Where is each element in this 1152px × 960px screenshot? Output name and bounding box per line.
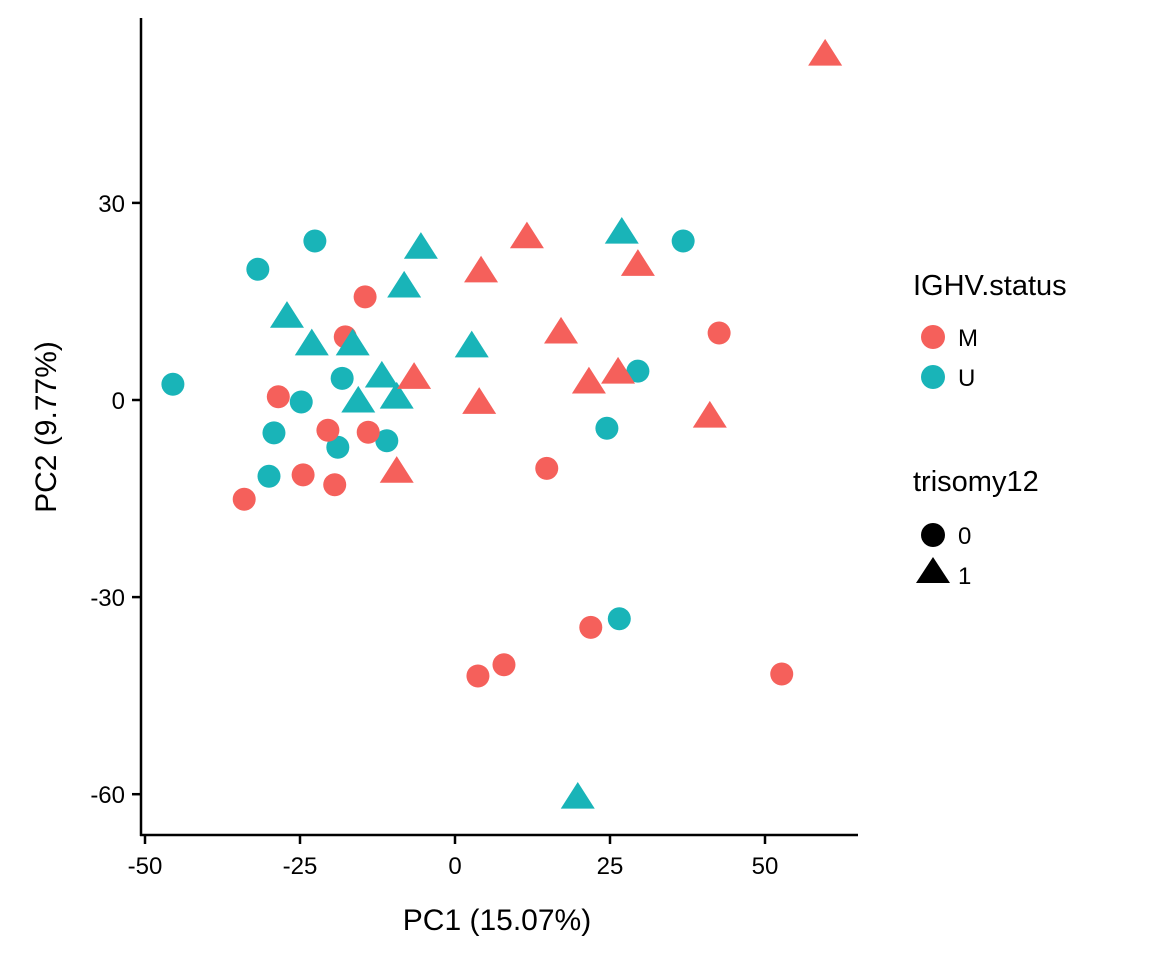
x-tick-label: 0 [448, 853, 461, 880]
y-tick-label: 30 [98, 191, 125, 218]
legend-label-0: 0 [958, 523, 971, 550]
data-point-u-circle [326, 435, 350, 459]
data-point-m-circle [579, 615, 603, 639]
data-point-m-triangle [544, 316, 579, 344]
data-point-m-circle [707, 321, 731, 345]
legend-key-triangle [916, 557, 950, 583]
data-point-u-triangle [604, 216, 639, 244]
data-point-u-circle [626, 359, 650, 383]
data-point-m-circle [356, 420, 380, 444]
data-point-m-circle [291, 463, 315, 487]
data-point-u-triangle [364, 360, 399, 388]
data-point-m-triangle [464, 255, 499, 283]
y-tick-label: 0 [112, 388, 125, 415]
points-layer [161, 38, 843, 809]
data-point-m-triangle [397, 362, 432, 389]
data-point-u-triangle [379, 381, 414, 409]
y-tick-label: -30 [90, 585, 125, 612]
x-tick-label: -50 [128, 853, 163, 880]
axes-layer: -50 -25 0 25 50 30 0 -30 -60 PC1 (15.07%) PC2 (… [30, 18, 858, 937]
data-point-u-triangle [269, 301, 304, 328]
data-point-u-circle [161, 372, 185, 396]
data-point-m-triangle [692, 400, 727, 428]
data-point-u-triangle [335, 328, 370, 356]
data-point-m-triangle [620, 249, 655, 276]
x-axis-title: PC1 (15.07%) [403, 904, 591, 937]
data-point-m-circle [770, 662, 794, 686]
data-point-m-triangle [571, 366, 606, 394]
data-point-u-circle [246, 257, 270, 281]
data-point-u-circle [607, 607, 631, 631]
data-point-u-triangle [294, 328, 329, 356]
data-point-u-triangle [341, 385, 376, 413]
data-point-m-triangle [462, 387, 497, 414]
data-point-m-triangle [379, 456, 414, 483]
legend-label-1: 1 [958, 563, 971, 590]
x-ticks: -50 -25 0 25 50 [128, 836, 779, 880]
data-point-m-circle [266, 385, 290, 409]
data-point-m-circle [323, 473, 347, 497]
legend-label-u: U [958, 365, 975, 392]
data-point-u-circle [375, 429, 399, 453]
data-point-m-circle [535, 456, 559, 480]
data-point-u-triangle [560, 781, 595, 809]
x-tick-label: 50 [752, 853, 779, 880]
data-point-m-circle [466, 664, 490, 688]
y-ticks: 30 0 -30 -60 [90, 191, 140, 809]
legend-title-ighv-status: IGHV.status [913, 270, 1067, 302]
data-point-m-triangle [808, 38, 843, 66]
data-point-m-circle [232, 487, 256, 511]
data-point-u-triangle [387, 270, 422, 298]
data-point-m-triangle [509, 221, 544, 249]
y-tick-label: -60 [90, 782, 125, 809]
x-tick-label: -25 [283, 853, 318, 880]
legend: IGHV.status M U trisomy12 0 1 [913, 270, 1067, 590]
data-point-u-circle [595, 416, 619, 440]
data-point-u-circle [303, 229, 327, 253]
data-point-m-triangle [601, 356, 636, 384]
data-point-u-circle [257, 464, 281, 488]
data-point-u-circle [262, 421, 286, 445]
data-point-u-triangle [403, 232, 438, 259]
legend-key-u [921, 365, 945, 389]
data-point-u-circle [330, 366, 354, 390]
legend-key-m [921, 325, 945, 349]
data-point-m-circle [353, 285, 377, 309]
data-point-m-circle [492, 653, 516, 677]
y-axis-title: PC2 (9.77%) [30, 341, 63, 513]
legend-key-circle [921, 523, 945, 547]
data-point-u-circle [671, 229, 695, 253]
legend-title-trisomy12: trisomy12 [913, 466, 1039, 498]
data-point-m-circle [316, 418, 340, 442]
legend-label-m: M [958, 325, 978, 352]
x-tick-label: 25 [597, 853, 624, 880]
data-point-u-circle [289, 390, 313, 414]
data-point-u-triangle [454, 330, 489, 358]
